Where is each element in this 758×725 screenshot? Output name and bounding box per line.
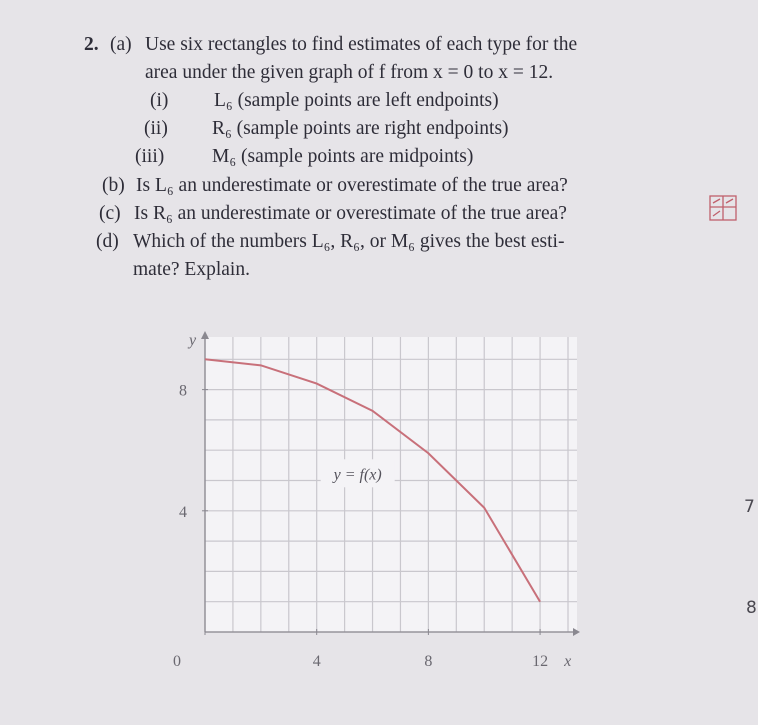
part-label: (d) — [96, 231, 119, 252]
curve — [204, 358, 541, 603]
margin-mark: 7 — [744, 497, 755, 517]
y-tick-label: 8 — [179, 383, 187, 400]
y-arrow — [201, 331, 209, 339]
x-tick-label: 0 — [173, 653, 181, 670]
annotation: y = f(x) — [332, 466, 382, 483]
item-text: L₆ (sample points are left endpoints) — [214, 90, 499, 111]
margin-mark: 8 — [746, 598, 757, 618]
margin-icon — [709, 195, 737, 221]
problem-number: 2. — [84, 34, 99, 55]
annotation-box — [320, 459, 395, 488]
x-arrow — [573, 628, 580, 636]
y-axis-label: y — [187, 332, 197, 349]
x-tick-label: 8 — [424, 653, 432, 670]
x-tick-label: 4 — [313, 653, 321, 670]
item-text: R₆ (sample points are right endpoints) — [212, 118, 509, 139]
part-text: area under the given graph of f from x =… — [145, 62, 553, 83]
part-text: mate? Explain. — [133, 259, 250, 280]
item-text: M₆ (sample points are midpoints) — [212, 146, 473, 167]
part-text: Which of the numbers L₆, R₆, or M₆ gives… — [133, 231, 564, 252]
part-text: Use six rectangles to find estimates of … — [145, 34, 577, 55]
x-axis-label: x — [563, 653, 571, 670]
x-tick-label: 12 — [532, 653, 548, 670]
part-text: Is R₆ an underestimate or overestimate o… — [134, 203, 567, 224]
y-tick-label: 4 — [179, 504, 187, 521]
part-label: (c) — [99, 203, 121, 224]
part-label: (b) — [102, 175, 125, 196]
part-label: (a) — [110, 34, 132, 55]
item-label: (i) — [150, 90, 168, 111]
chart: 0 4 8 12 4 8 x y y = f(x) — [173, 331, 580, 670]
item-label: (iii) — [135, 146, 164, 167]
part-text: Is L₆ an underestimate or overestimate o… — [136, 175, 568, 196]
item-label: (ii) — [144, 118, 168, 139]
